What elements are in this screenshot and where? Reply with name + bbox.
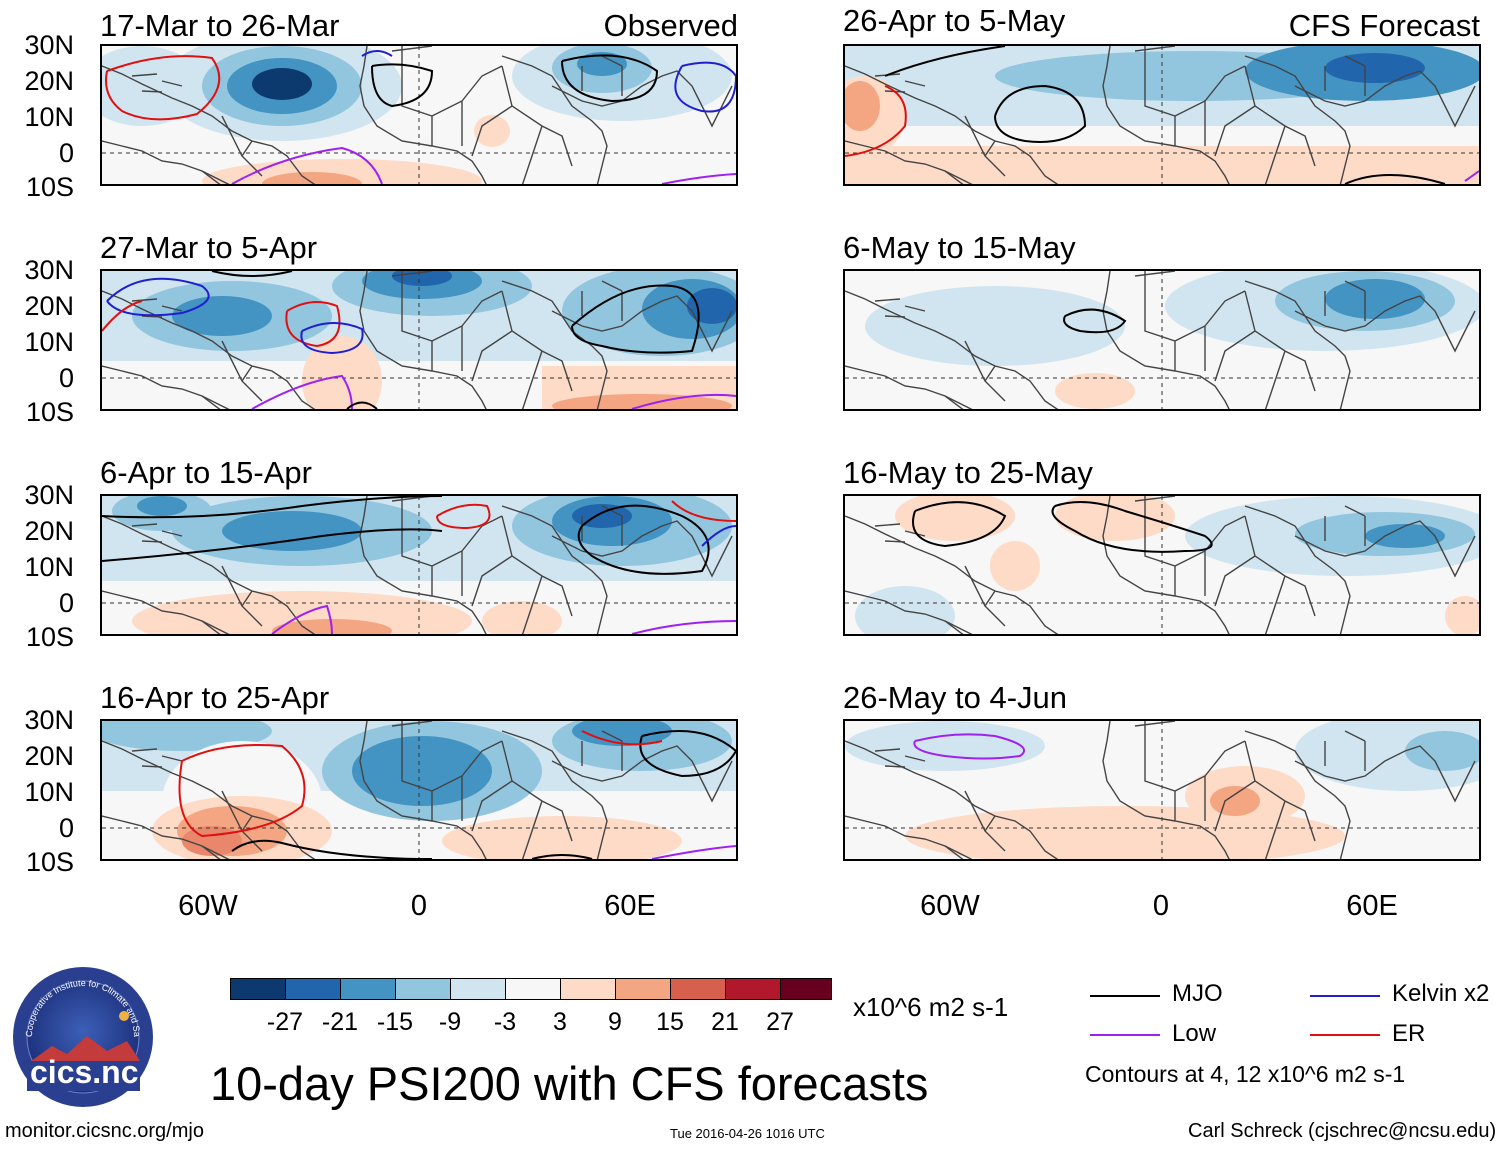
colorbar-swatch xyxy=(670,978,726,1000)
lat-label: 30N xyxy=(24,705,74,735)
lat-label: 10S xyxy=(25,172,74,202)
lat-label: 20N xyxy=(24,291,74,321)
lat-label: 10N xyxy=(24,777,74,807)
panel-title-obs2: 27-Mar to 5-Apr xyxy=(100,230,318,265)
map-panel-obs4 xyxy=(100,719,738,861)
map-panel-fc1 xyxy=(843,44,1481,186)
colorbar-swatch xyxy=(450,978,506,1000)
footer-url[interactable]: monitor.cicsnc.org/mjo xyxy=(5,1120,204,1142)
lat-label: 20N xyxy=(24,741,74,771)
colorbar-label: -27 xyxy=(266,1008,304,1036)
legend-line-low xyxy=(1090,1034,1160,1036)
map-panel-obs1 xyxy=(100,44,738,186)
colorbar-swatch xyxy=(725,978,781,1000)
lat-label: 10S xyxy=(25,622,74,652)
colorbar-swatch xyxy=(560,978,616,1000)
lat-label: 0 xyxy=(58,138,74,168)
colorbar-label: -15 xyxy=(376,1008,414,1036)
lat-label: 0 xyxy=(58,588,74,618)
panel-title-fc1: 26-Apr to 5-May xyxy=(843,3,1066,38)
colorbar-swatch xyxy=(395,978,451,1000)
lon-label-obs: 60E xyxy=(604,890,656,922)
main-title: 10-day PSI200 with CFS forecasts xyxy=(210,1057,929,1110)
colorbar-label: -3 xyxy=(493,1008,517,1036)
legend-line-er xyxy=(1310,1034,1380,1036)
footer-timestamp: Tue 2016-04-26 1016 UTC xyxy=(670,1126,825,1141)
legend-label-low: Low xyxy=(1172,1020,1217,1047)
lat-label: 30N xyxy=(24,255,74,285)
colorbar-label: -21 xyxy=(321,1008,359,1036)
map-panel-fc3 xyxy=(843,494,1481,636)
lon-label-fc: 60W xyxy=(920,890,980,922)
colorbar-label: 27 xyxy=(766,1008,794,1036)
colorbar-label: 21 xyxy=(711,1008,739,1036)
observed-column-label: Observed xyxy=(603,8,738,43)
lon-label-fc: 0 xyxy=(1152,890,1170,922)
colorbar-label: -9 xyxy=(438,1008,462,1036)
lon-label-obs: 0 xyxy=(410,890,428,922)
colorbar-label: 9 xyxy=(608,1008,622,1036)
panel-title-obs1: 17-Mar to 26-Mar xyxy=(100,8,340,43)
panel-title-obs3: 6-Apr to 15-Apr xyxy=(100,455,312,490)
lat-label: 10S xyxy=(25,397,74,427)
map-panel-fc2 xyxy=(843,269,1481,411)
forecast-column-label: CFS Forecast xyxy=(1288,8,1480,43)
legend-line-kelvin xyxy=(1310,995,1380,997)
lat-label: 30N xyxy=(24,480,74,510)
colorbar-label: 15 xyxy=(656,1008,684,1036)
legend-line-mjo xyxy=(1090,995,1160,997)
logo-text: cics.nc xyxy=(30,1054,139,1090)
colorbar-swatch xyxy=(505,978,561,1000)
lon-label-fc: 60E xyxy=(1346,890,1398,922)
legend-label-kelvin: Kelvin x2 xyxy=(1392,980,1490,1007)
contours-note: Contours at 4, 12 x10^6 m2 s-1 xyxy=(1085,1061,1406,1087)
lat-label: 20N xyxy=(24,66,74,96)
lat-label: 10N xyxy=(24,102,74,132)
panel-title-obs4: 16-Apr to 25-Apr xyxy=(100,680,330,715)
lat-label: 10S xyxy=(25,847,74,877)
legend-label-mjo: MJO xyxy=(1172,980,1223,1007)
lat-label: 30N xyxy=(24,30,74,60)
lat-label: 10N xyxy=(24,552,74,582)
colorbar-swatch xyxy=(780,978,832,1000)
colorbar-label: 3 xyxy=(553,1008,567,1036)
map-panel-obs3 xyxy=(100,494,738,636)
lat-label: 20N xyxy=(24,516,74,546)
map-panel-obs2 xyxy=(100,269,738,411)
cics-logo: Cooperative Institute for Climate and Sa… xyxy=(9,958,154,1108)
colorbar-swatch xyxy=(340,978,396,1000)
panel-title-fc2: 6-May to 15-May xyxy=(843,230,1076,265)
lat-label: 0 xyxy=(58,813,74,843)
footer-author: Carl Schreck (cjschrec@ncsu.edu) xyxy=(1188,1120,1497,1142)
colorbar-swatch xyxy=(615,978,671,1000)
lon-label-obs: 60W xyxy=(178,890,238,922)
colorbar-units: x10^6 m2 s-1 xyxy=(853,992,1009,1022)
colorbar-swatch xyxy=(230,978,286,1000)
panel-title-fc4: 26-May to 4-Jun xyxy=(843,680,1067,715)
lat-label: 10N xyxy=(24,327,74,357)
colorbar-swatch xyxy=(285,978,341,1000)
map-panel-fc4 xyxy=(843,719,1481,861)
legend-label-er: ER xyxy=(1392,1020,1426,1047)
panel-title-fc3: 16-May to 25-May xyxy=(843,455,1093,490)
lat-label: 0 xyxy=(58,363,74,393)
